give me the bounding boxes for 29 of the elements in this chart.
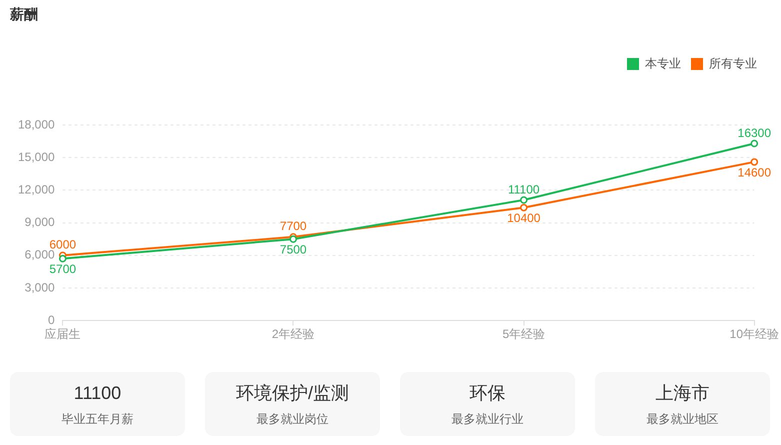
data-label: 7700 bbox=[280, 219, 307, 234]
y-tick-label: 3,000 bbox=[24, 280, 56, 294]
data-label: 11100 bbox=[508, 182, 540, 196]
text: 最多就业岗位 bbox=[256, 411, 330, 427]
y-tick-label: 18,000 bbox=[18, 117, 56, 132]
x-tick-label: 5年经验 bbox=[502, 327, 546, 342]
text: 毕业五年月薪 bbox=[60, 411, 134, 427]
text: 11100 bbox=[72, 382, 122, 404]
x-tick-label: 10年经验 bbox=[730, 327, 780, 342]
y-tick-label: 12,000 bbox=[18, 182, 56, 197]
text: 环境保护/监测 bbox=[234, 382, 350, 404]
y-tick-label: 9,000 bbox=[24, 215, 56, 230]
text: 环保 bbox=[468, 382, 506, 404]
x-tick-label: 2年经验 bbox=[272, 327, 315, 342]
x-tick-label: 应届生 bbox=[44, 327, 81, 342]
data-label: 5700 bbox=[49, 262, 76, 276]
data-label: 16300 bbox=[738, 126, 772, 140]
text: 上海市 bbox=[654, 382, 710, 404]
data-label: 7500 bbox=[280, 242, 307, 256]
text: 最多就业地区 bbox=[646, 411, 720, 427]
chart-title: 薪酬 bbox=[10, 6, 38, 24]
data-label: 10400 bbox=[507, 210, 541, 225]
text: 最多就业行业 bbox=[450, 411, 524, 427]
y-tick-label: 15,000 bbox=[18, 150, 56, 164]
y-tick-label: 6,000 bbox=[24, 248, 56, 262]
legend-label: 所有专业 bbox=[709, 56, 757, 70]
y-tick-label: 0 bbox=[48, 312, 56, 327]
legend-label: 本专业 bbox=[645, 56, 681, 70]
data-label: 14600 bbox=[738, 165, 772, 180]
